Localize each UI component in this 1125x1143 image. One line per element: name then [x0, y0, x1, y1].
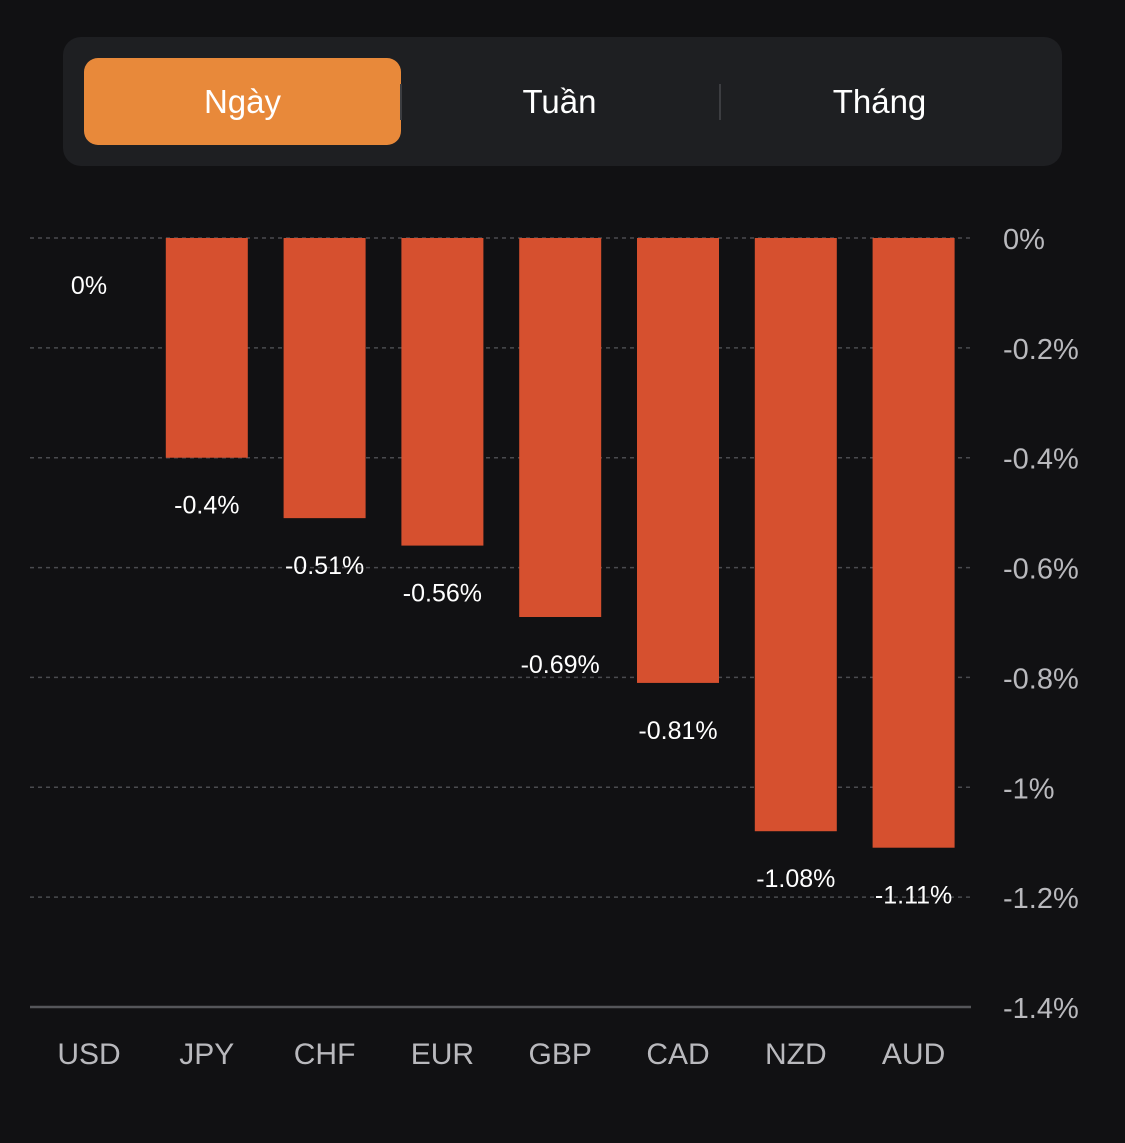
x-tick-label: AUD [882, 1038, 945, 1071]
data-label: -1.11% [875, 882, 952, 910]
y-tick-label: -0.6% [1003, 554, 1079, 586]
data-label: -0.4% [174, 492, 239, 520]
x-tick-label: CHF [294, 1038, 356, 1071]
data-label: -1.08% [756, 865, 835, 893]
x-tick-label: EUR [411, 1038, 474, 1071]
data-label: -0.56% [403, 580, 482, 608]
y-tick-label: -1% [1003, 773, 1055, 805]
tab-day-label: Ngày [203, 82, 282, 120]
y-tick-label: 0% [1003, 224, 1045, 256]
tab-divider [400, 84, 402, 120]
data-label: -0.51% [285, 552, 364, 580]
bar [872, 238, 955, 848]
x-tick-label: NZD [765, 1038, 827, 1071]
x-tick-label: CAD [646, 1038, 709, 1071]
bar [637, 238, 719, 683]
y-tick-label: -1.2% [1003, 883, 1079, 915]
y-tick-label: -0.2% [1003, 334, 1079, 366]
bar [754, 238, 837, 832]
period-segmented-control: Ngày Tuần Tháng [63, 37, 1062, 166]
tab-month-label: Tháng [832, 82, 927, 120]
tab-day[interactable]: Ngày [84, 58, 401, 145]
tab-week[interactable]: Tuần [401, 58, 718, 145]
data-label: -0.81% [638, 717, 717, 745]
y-tick-label: -0.4% [1003, 444, 1079, 476]
x-tick-label: USD [57, 1038, 120, 1071]
x-tick-label: JPY [179, 1038, 234, 1071]
tab-divider [719, 84, 721, 120]
x-tick-label: GBP [529, 1038, 592, 1071]
tab-week-label: Tuần [522, 82, 597, 120]
y-tick-label: -0.8% [1003, 663, 1079, 695]
bar [519, 238, 602, 618]
data-label: -0.69% [521, 651, 600, 679]
bar [165, 238, 248, 458]
bar [401, 238, 484, 546]
data-label: 0% [71, 272, 107, 300]
tab-month[interactable]: Tháng [721, 58, 1038, 145]
bar [283, 238, 366, 519]
y-tick-label: -1.4% [1003, 993, 1079, 1025]
